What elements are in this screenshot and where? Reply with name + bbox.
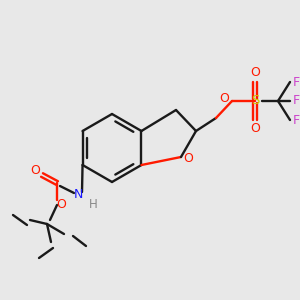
Text: F: F (292, 94, 300, 107)
Text: O: O (219, 92, 229, 104)
Text: H: H (88, 199, 98, 212)
Text: O: O (250, 67, 260, 80)
Text: S: S (251, 94, 259, 107)
Text: O: O (56, 199, 66, 212)
Text: F: F (292, 76, 300, 88)
Text: O: O (250, 122, 260, 136)
Text: O: O (183, 152, 193, 164)
Text: N: N (73, 188, 83, 202)
Text: O: O (30, 164, 40, 178)
Text: F: F (292, 113, 300, 127)
